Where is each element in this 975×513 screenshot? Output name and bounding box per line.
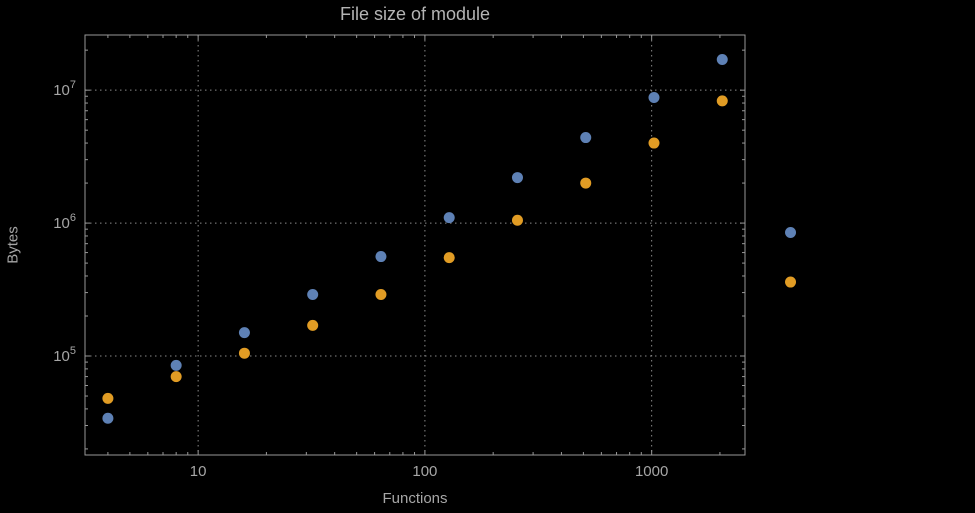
data-point-series-2-orange: [716, 95, 728, 107]
data-point-series-1-blue: [648, 92, 660, 104]
data-point-series-1-blue: [785, 226, 797, 238]
data-point-series-2-orange: [307, 319, 319, 331]
data-point-series-1-blue: [238, 327, 250, 339]
data-point-series-2-orange: [375, 289, 387, 301]
data-point-series-1-blue: [307, 289, 319, 301]
data-point-series-1-blue: [511, 172, 523, 184]
y-tick-label: 105: [53, 345, 76, 365]
data-point-series-1-blue: [580, 132, 592, 144]
data-point-series-2-orange: [648, 137, 660, 149]
x-tick-label: 100: [412, 463, 437, 480]
data-point-series-2-orange: [238, 347, 250, 359]
data-point-series-1-blue: [716, 54, 728, 66]
data-point-series-1-blue: [170, 359, 182, 371]
x-axis-label: Functions: [382, 490, 448, 507]
data-point-series-1-blue: [375, 251, 387, 263]
data-point-series-1-blue: [102, 412, 114, 424]
y-tick-label: 107: [53, 79, 76, 99]
x-tick-label: 10: [190, 463, 207, 480]
y-axis-label: Bytes: [4, 226, 22, 264]
data-point-series-2-orange: [511, 214, 523, 226]
data-point-series-1-blue: [443, 212, 455, 224]
x-tick-label: 1000: [635, 463, 668, 480]
chart-title: File size of module: [339, 4, 491, 24]
data-point-series-2-orange: [170, 371, 182, 383]
data-point-series-2-orange: [443, 252, 455, 264]
data-point-series-2-orange: [785, 276, 797, 288]
data-point-series-2-orange: [102, 392, 114, 404]
y-tick-label: 106: [53, 212, 76, 232]
plot-frame: [84, 34, 746, 456]
data-point-series-2-orange: [580, 177, 592, 189]
